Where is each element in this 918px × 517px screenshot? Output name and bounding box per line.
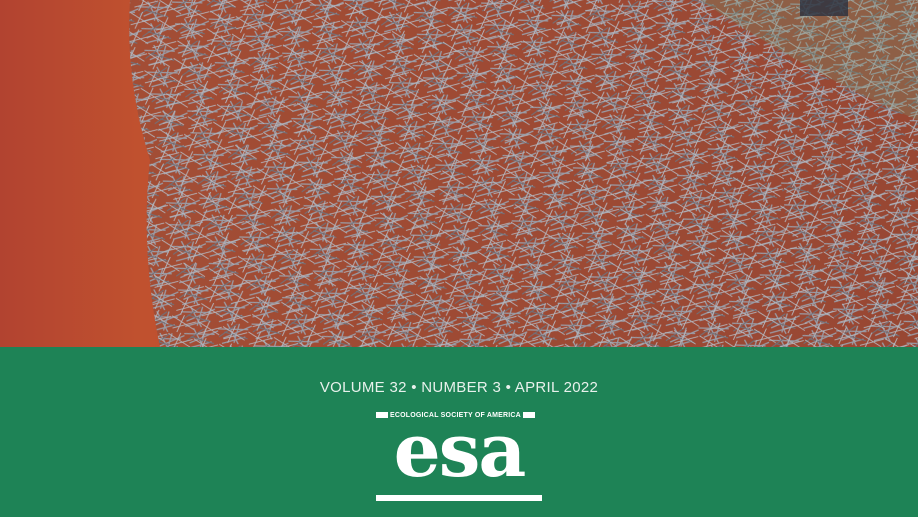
field-photo-illustration xyxy=(0,0,918,347)
cover-photo xyxy=(0,0,918,347)
logo-society-name: ECOLOGICAL SOCIETY OF AMERICA xyxy=(390,411,521,419)
logo-bottom-bar xyxy=(376,495,542,501)
esa-logo: ECOLOGICAL SOCIETY OF AMERICA esa xyxy=(374,409,544,503)
issue-info: VOLUME 32 • NUMBER 3 • APRIL 2022 xyxy=(319,379,599,396)
logo-top-bar: ECOLOGICAL SOCIETY OF AMERICA xyxy=(376,411,542,419)
cover-banner: VOLUME 32 • NUMBER 3 • APRIL 2022 ECOLOG… xyxy=(0,347,918,517)
logo-wordmark: esa xyxy=(393,408,527,494)
